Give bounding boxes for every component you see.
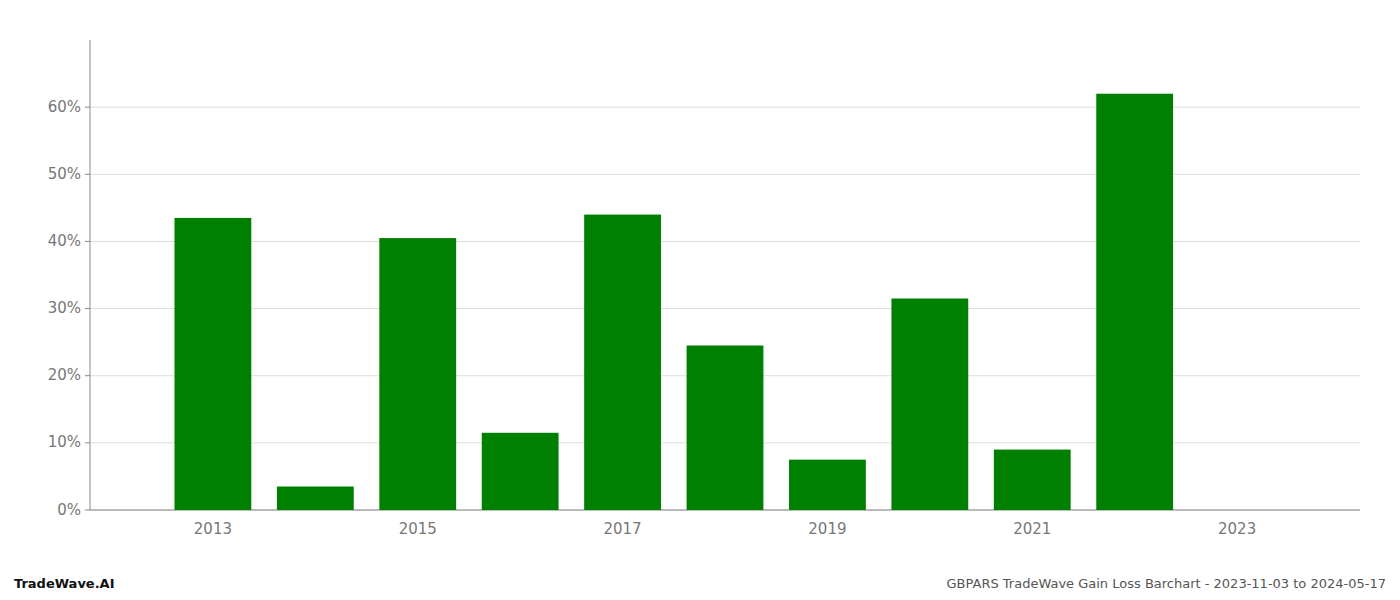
- y-tick: [85, 510, 90, 511]
- bar: [789, 460, 866, 510]
- bar: [277, 487, 354, 511]
- y-tick: [85, 308, 90, 309]
- y-tick-label: 10%: [48, 433, 81, 451]
- axes: 0% 10% 20% 30% 40% 50% 60% 2013 2015 2017 2019 2021…: [48, 40, 1360, 538]
- y-tick-label: 0%: [57, 501, 81, 519]
- bar: [891, 299, 968, 511]
- x-tick-label: 2023: [1218, 520, 1256, 538]
- y-tick-label: 50%: [48, 165, 81, 183]
- bar: [994, 450, 1071, 510]
- x-tick-label: 2021: [1013, 520, 1051, 538]
- footer-left: TradeWave.AI: [14, 576, 115, 591]
- bar: [174, 218, 251, 510]
- bar: [687, 346, 764, 511]
- y-tick-label: 20%: [48, 366, 81, 384]
- footer-right: GBPARS TradeWave Gain Loss Barchart - 20…: [947, 576, 1387, 591]
- x-tick-label: 2017: [603, 520, 641, 538]
- chart: 0% 10% 20% 30% 40% 50% 60% 2013 2015 2017 2019 2021…: [0, 0, 1400, 600]
- x-tick-label: 2015: [399, 520, 437, 538]
- bar: [379, 238, 456, 510]
- x-tick-label: 2013: [194, 520, 232, 538]
- y-tick: [85, 174, 90, 175]
- x-tick-label: 2019: [808, 520, 846, 538]
- y-tick-label: 30%: [48, 299, 81, 317]
- y-tick: [85, 375, 90, 376]
- y-tick-label: 40%: [48, 232, 81, 250]
- bar: [482, 433, 559, 510]
- bar: [584, 215, 661, 510]
- y-tick: [85, 241, 90, 242]
- y-axis-line: [90, 40, 91, 510]
- y-tick: [85, 107, 90, 108]
- y-tick-label: 60%: [48, 98, 81, 116]
- y-tick: [85, 442, 90, 443]
- bar: [1096, 94, 1173, 510]
- bars: [174, 94, 1173, 510]
